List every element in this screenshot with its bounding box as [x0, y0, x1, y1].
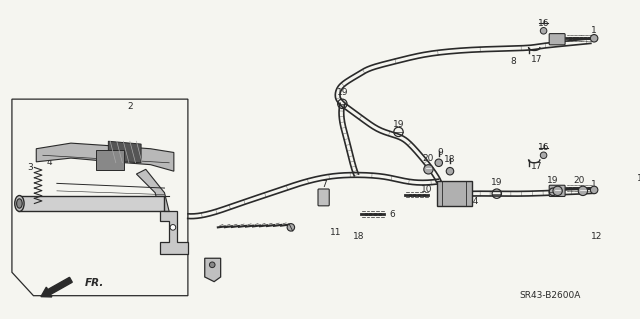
- Text: 11: 11: [330, 227, 342, 237]
- Text: 19: 19: [547, 176, 559, 185]
- Text: FR.: FR.: [85, 278, 104, 288]
- Polygon shape: [108, 141, 141, 163]
- Text: 9: 9: [438, 148, 444, 157]
- Text: 18: 18: [444, 155, 456, 165]
- Circle shape: [435, 159, 442, 167]
- Ellipse shape: [17, 199, 22, 208]
- Text: 15: 15: [96, 163, 108, 172]
- Circle shape: [590, 186, 598, 194]
- Text: 12: 12: [591, 232, 603, 241]
- Circle shape: [170, 225, 176, 230]
- FancyBboxPatch shape: [437, 181, 472, 206]
- Circle shape: [590, 34, 598, 42]
- Text: 13: 13: [637, 174, 640, 183]
- Text: 10: 10: [421, 185, 433, 194]
- Text: 5: 5: [209, 265, 215, 274]
- FancyBboxPatch shape: [318, 189, 329, 206]
- Text: 17: 17: [531, 162, 543, 171]
- Polygon shape: [36, 143, 174, 171]
- Polygon shape: [136, 169, 169, 211]
- Circle shape: [424, 165, 433, 174]
- Circle shape: [540, 152, 547, 159]
- Text: 16: 16: [538, 19, 549, 28]
- Text: 4: 4: [47, 158, 52, 167]
- Text: 20: 20: [573, 176, 585, 185]
- Circle shape: [578, 186, 588, 196]
- Polygon shape: [160, 211, 188, 254]
- Text: SR43-B2600A: SR43-B2600A: [520, 291, 581, 300]
- FancyBboxPatch shape: [625, 183, 640, 197]
- Text: 21: 21: [98, 161, 109, 170]
- FancyBboxPatch shape: [96, 150, 124, 170]
- Circle shape: [446, 167, 454, 175]
- Ellipse shape: [15, 196, 24, 211]
- Circle shape: [287, 224, 294, 231]
- Text: 19: 19: [491, 178, 502, 187]
- Text: 18: 18: [353, 232, 364, 241]
- Text: 8: 8: [511, 57, 516, 66]
- Text: 7: 7: [321, 180, 326, 189]
- FancyBboxPatch shape: [549, 33, 565, 45]
- Circle shape: [553, 186, 563, 196]
- Text: 17: 17: [531, 55, 543, 64]
- Text: 2: 2: [127, 102, 132, 111]
- Text: 19: 19: [337, 88, 348, 97]
- Text: 1: 1: [591, 26, 597, 35]
- Text: 6: 6: [389, 210, 395, 219]
- Polygon shape: [17, 196, 164, 211]
- Text: 20: 20: [423, 153, 434, 163]
- FancyBboxPatch shape: [549, 185, 565, 197]
- Text: 1: 1: [591, 180, 597, 189]
- Text: 16: 16: [538, 143, 549, 152]
- FancyArrow shape: [41, 277, 72, 297]
- Text: 14: 14: [468, 197, 479, 206]
- Polygon shape: [205, 258, 221, 282]
- Text: 19: 19: [393, 120, 404, 129]
- Text: 3: 3: [28, 163, 33, 172]
- Circle shape: [540, 27, 547, 34]
- Circle shape: [209, 262, 215, 268]
